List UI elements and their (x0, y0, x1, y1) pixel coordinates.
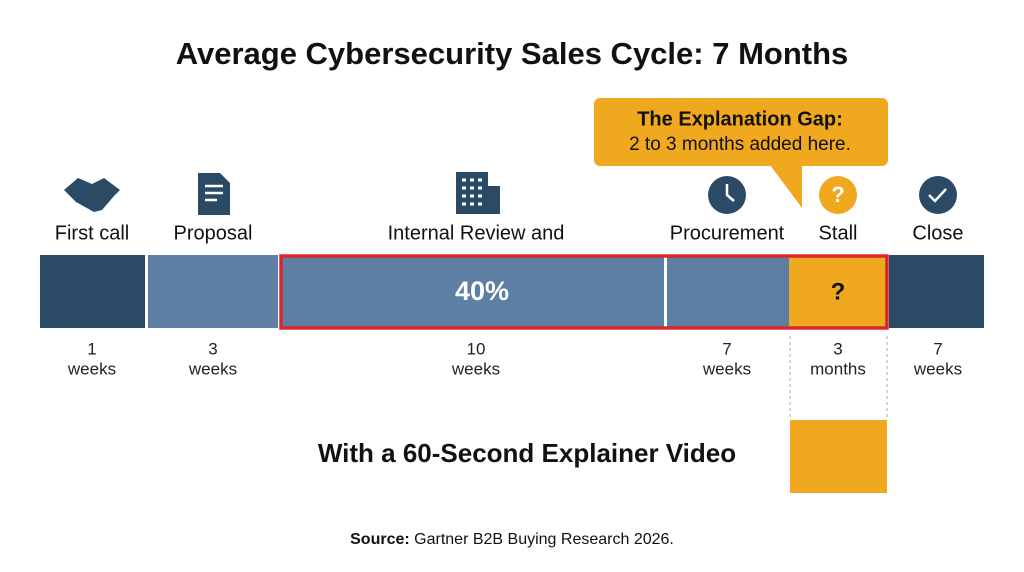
source-label: Source: (350, 531, 410, 548)
check-icon (919, 176, 957, 214)
highlight-label: 40% (455, 276, 509, 306)
segment (280, 255, 664, 328)
building-icon (456, 172, 488, 214)
stage-duration: 3 (208, 339, 217, 358)
icons (64, 172, 957, 215)
callout-box (594, 98, 888, 166)
stage-duration: 7 (933, 339, 942, 358)
stall-label: ? (831, 278, 846, 305)
stage-unit: weeks (702, 359, 751, 378)
callout-pointer (770, 165, 802, 208)
highlight-outline (279, 254, 889, 330)
callout-text: 2 to 3 months added here. (629, 134, 851, 155)
building-icon (486, 186, 500, 214)
comparison-text: With a 60-Second Explainer Video (318, 438, 736, 468)
question-icon-text: ? (831, 182, 844, 207)
stage-label: Internal Review and (388, 222, 565, 244)
stage-label: Proposal (174, 222, 253, 244)
segment (789, 255, 887, 328)
segment (40, 255, 145, 328)
stage-unit: weeks (67, 359, 116, 378)
stage-duration: 3 (833, 339, 842, 358)
callout-title: The Explanation Gap: (637, 108, 843, 130)
handshake-icon (64, 178, 120, 212)
title: Average Cybersecurity Sales Cycle: 7 Mon… (176, 36, 849, 71)
stage-unit: weeks (188, 359, 237, 378)
stage-label: First call (55, 222, 129, 244)
stage-unit: weeks (451, 359, 500, 378)
stage-unit: months (810, 359, 866, 378)
stage-unit: weeks (913, 359, 962, 378)
callout: The Explanation Gap: 2 to 3 months added… (594, 98, 888, 208)
segment (148, 255, 278, 328)
stage-label: Stall (819, 222, 858, 244)
source-text: Gartner B2B Buying Research 2026. (414, 531, 674, 548)
source: Source: Gartner B2B Buying Research 2026… (350, 531, 674, 548)
question-icon (819, 176, 857, 214)
timeline-bar: 40% ? (40, 254, 984, 330)
segment (667, 255, 789, 328)
stage-duration: 7 (722, 339, 731, 358)
segment (889, 255, 984, 328)
stage-duration: 10 (467, 339, 486, 358)
comparison-box (790, 420, 887, 493)
stage-label: Procurement (670, 222, 785, 244)
stage-duration: 1 (87, 339, 96, 358)
stage-label: Close (912, 222, 963, 244)
